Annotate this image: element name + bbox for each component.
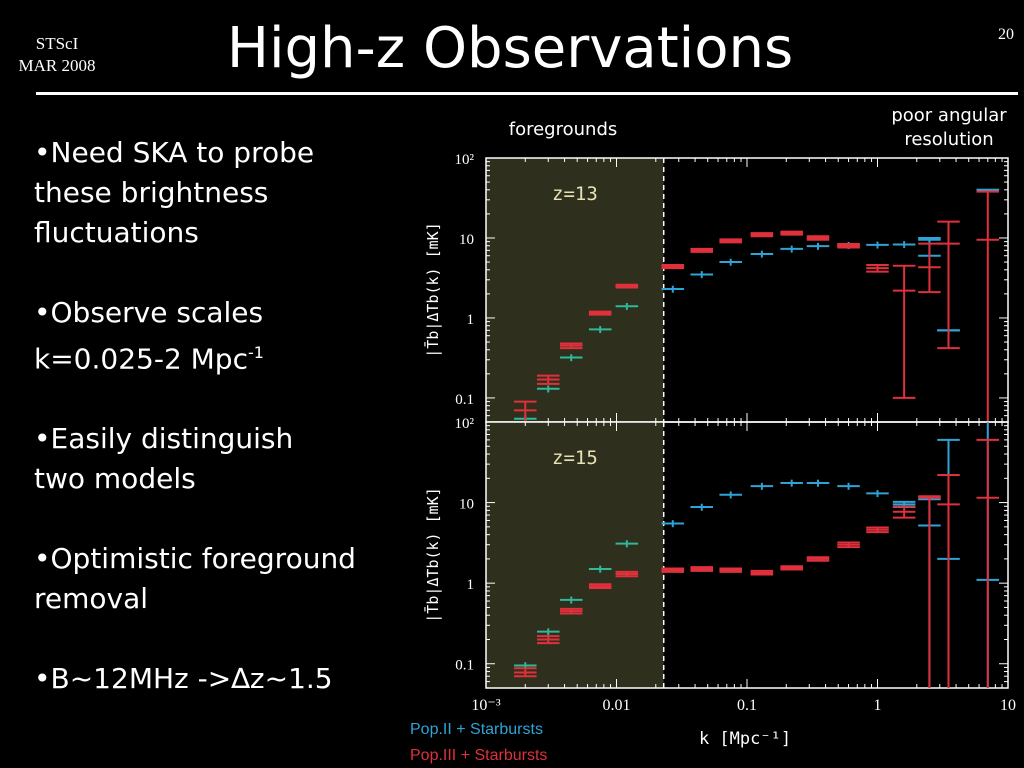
panel-2: 10² 10 1 0.1 |T̄b|Δ̄Tb(k) [mK] z=15 — [423, 416, 1009, 689]
x-tick-label: 10⁻³ — [471, 697, 500, 714]
panel-1: 10² 10 1 0.1 |T̄b|Δ̄Tb(k) [mK] z=13 — [423, 152, 1009, 423]
power-spectrum-figure: 10² 10 1 0.1 |T̄b|Δ̄Tb(k) [mK] z=13 10² 10 1 0.1 |… — [410, 152, 1016, 764]
x-tick-label: 0.01 — [603, 697, 631, 714]
resolution-line-2: resolution — [904, 129, 994, 150]
foregrounds-annotation: foregrounds — [508, 119, 618, 140]
bullet-list: •Need SKA to probe these brightness fluc… — [34, 133, 394, 739]
panel-redshift-label: z=13 — [552, 183, 598, 205]
bullet-3: •Easily distinguish two models — [34, 422, 294, 496]
y-tick-label: 10² — [455, 416, 475, 432]
organization-label: STScI MAR 2008 — [8, 33, 106, 77]
legend-pop3: Pop.III + Starbursts — [410, 747, 547, 764]
series-pop3 — [514, 438, 1000, 688]
page-number: 20 — [998, 26, 1014, 43]
foreground-region — [486, 158, 664, 422]
y-tick-label: 0.1 — [455, 392, 474, 408]
resolution-annotation: poor angular resolution — [876, 104, 1022, 152]
org-line-1: STScI — [35, 34, 79, 53]
y-tick-label: 10² — [455, 152, 475, 168]
y-axis-label: |T̄b|Δ̄Tb(k) [mK] — [423, 222, 442, 357]
y-axis-label: |T̄b|Δ̄Tb(k) [mK] — [423, 487, 442, 622]
y-tick-label: 0.1 — [455, 658, 474, 674]
bullet-2-superscript: -1 — [247, 343, 264, 362]
title-divider — [36, 92, 1018, 95]
org-line-2: MAR 2008 — [18, 56, 96, 75]
x-axis-label: k [Mpc⁻¹] — [699, 729, 791, 749]
bullet-4: •Optimistic foreground removal — [34, 542, 356, 616]
bullet-5: •B~12MHz ->∆z~1.5 — [34, 662, 333, 696]
y-tick-label: 1 — [467, 577, 475, 593]
y-tick-label: 10 — [459, 497, 474, 513]
slide-title: High-z Observations — [226, 16, 794, 81]
bullet-1: •Need SKA to probe these brightness fluc… — [34, 136, 315, 249]
resolution-line-1: poor angular — [891, 105, 1007, 126]
y-tick-label: 1 — [467, 312, 475, 328]
bullet-2-text: •Observe scales k=0.025-2 Mpc — [34, 296, 264, 376]
series-pop3 — [514, 190, 1000, 422]
legend-pop2: Pop.II + Starbursts — [410, 721, 543, 738]
x-tick-label: 10 — [1000, 697, 1016, 714]
bullet-2: •Observe scales k=0.025-2 Mpc-1 — [34, 293, 394, 379]
x-tick-label: 1 — [874, 697, 882, 714]
x-tick-label: 0.1 — [737, 697, 757, 714]
panel-redshift-label: z=15 — [552, 447, 598, 469]
foreground-region — [486, 422, 664, 688]
y-tick-label: 10 — [459, 232, 474, 248]
